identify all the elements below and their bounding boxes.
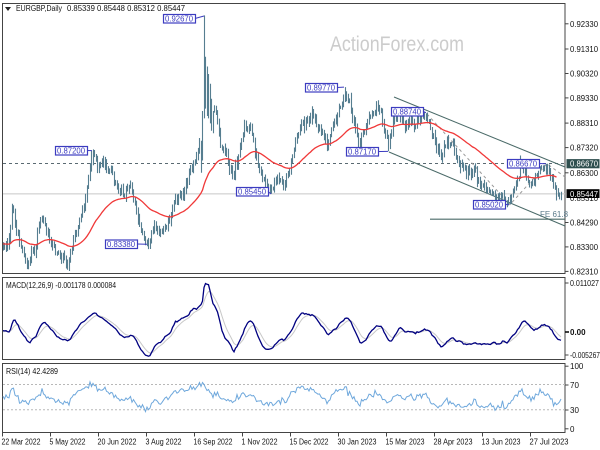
svg-text:0: 0 bbox=[570, 425, 575, 434]
svg-text:0.85447: 0.85447 bbox=[570, 190, 599, 199]
svg-text:0.011027: 0.011027 bbox=[570, 279, 599, 288]
svg-text:0.85020: 0.85020 bbox=[475, 201, 504, 210]
svg-text:20 Jun 2022: 20 Jun 2022 bbox=[98, 438, 137, 447]
svg-text:0.00: 0.00 bbox=[570, 328, 586, 337]
svg-text:13 Jun 2023: 13 Jun 2023 bbox=[482, 438, 521, 447]
svg-text:0.85450: 0.85450 bbox=[238, 188, 267, 197]
svg-text:0.88740: 0.88740 bbox=[393, 108, 422, 117]
svg-text:0.89770: 0.89770 bbox=[307, 84, 336, 93]
svg-text:0.85339 0.85448 0.85312 0.8544: 0.85339 0.85448 0.85312 0.85447 bbox=[67, 3, 185, 13]
svg-text:0.85310: 0.85310 bbox=[570, 194, 599, 203]
svg-text:ActionForex.com: ActionForex.com bbox=[330, 33, 464, 56]
svg-text:30 Jan 2023: 30 Jan 2023 bbox=[338, 438, 377, 447]
svg-text:0.83380: 0.83380 bbox=[107, 240, 136, 249]
svg-text:0.86670: 0.86670 bbox=[570, 160, 599, 169]
svg-text:0.87170: 0.87170 bbox=[348, 148, 377, 157]
svg-text:22 Mar 2022: 22 Mar 2022 bbox=[2, 438, 41, 447]
svg-text:EURGBP,Daily: EURGBP,Daily bbox=[16, 3, 63, 13]
svg-text:0.86300: 0.86300 bbox=[570, 169, 599, 178]
svg-text:5 May 2022: 5 May 2022 bbox=[50, 438, 86, 447]
svg-text:0.83300: 0.83300 bbox=[570, 243, 599, 252]
svg-text:27 Jul 2023: 27 Jul 2023 bbox=[530, 438, 570, 447]
svg-text:100: 100 bbox=[570, 362, 584, 371]
svg-text:0.82310: 0.82310 bbox=[570, 267, 599, 276]
svg-text:1 Nov 2022: 1 Nov 2022 bbox=[242, 438, 278, 447]
svg-text:RSI(14) 42.4289: RSI(14) 42.4289 bbox=[6, 366, 58, 376]
svg-text:0.92330: 0.92330 bbox=[570, 20, 599, 29]
svg-text:MACD(12,26,9) -0.001178 0.0000: MACD(12,26,9) -0.001178 0.000084 bbox=[6, 280, 116, 290]
svg-text:FE 61.8: FE 61.8 bbox=[540, 210, 569, 219]
svg-text:16 Sep 2022: 16 Sep 2022 bbox=[194, 438, 233, 447]
svg-text:0.90320: 0.90320 bbox=[570, 70, 599, 79]
svg-text:30: 30 bbox=[570, 406, 579, 415]
svg-text:15 Dec 2022: 15 Dec 2022 bbox=[290, 438, 329, 447]
svg-text:3 Aug 2022: 3 Aug 2022 bbox=[146, 438, 182, 447]
svg-text:-0.005267: -0.005267 bbox=[570, 351, 600, 360]
svg-text:0.89330: 0.89330 bbox=[570, 94, 599, 103]
svg-text:0.92670: 0.92670 bbox=[165, 15, 194, 24]
svg-text:0.87200: 0.87200 bbox=[57, 147, 86, 156]
svg-text:0.88310: 0.88310 bbox=[570, 119, 599, 128]
svg-text:0.86670: 0.86670 bbox=[509, 160, 538, 169]
svg-text:0.91310: 0.91310 bbox=[570, 45, 599, 54]
svg-text:15 Mar 2023: 15 Mar 2023 bbox=[386, 438, 425, 447]
svg-text:28 Apr 2023: 28 Apr 2023 bbox=[434, 438, 473, 447]
svg-text:0.84290: 0.84290 bbox=[570, 219, 599, 228]
svg-text:0.87320: 0.87320 bbox=[570, 144, 599, 153]
svg-text:70: 70 bbox=[570, 381, 579, 390]
